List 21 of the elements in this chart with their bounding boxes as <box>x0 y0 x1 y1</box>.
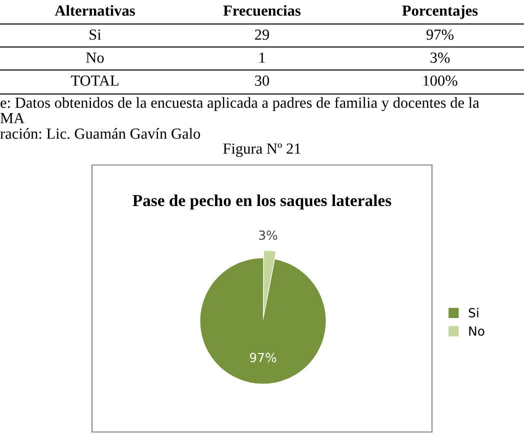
text: 29 <box>255 30 270 40</box>
text: 1 <box>260 52 265 63</box>
data-label: 97% <box>250 352 276 362</box>
text: No <box>86 52 104 63</box>
text: 100% <box>424 76 458 86</box>
text: e: Datos obtenidos de la encuesta aplicada a padres de familia y docentes de la <box>0 96 480 112</box>
text: Figura Nº 21 <box>223 143 300 157</box>
text: Si <box>90 30 102 40</box>
text: 97% <box>426 30 454 40</box>
text: Frecuencias <box>223 5 301 16</box>
text: 3% <box>430 52 450 63</box>
legend-label: No <box>469 326 484 336</box>
data-label: 3% <box>259 230 278 240</box>
text: 30 <box>255 76 270 86</box>
text: TOTAL <box>70 76 118 86</box>
chart-title: Pase de pecho en los saques laterales <box>132 194 392 210</box>
text: Alternativas <box>54 5 135 16</box>
legend-label: Si <box>468 308 478 318</box>
text: ración: Lic. Guamán Gavín Galo <box>0 128 200 139</box>
text: Porcentajes <box>402 5 478 19</box>
text: MA <box>0 113 25 124</box>
